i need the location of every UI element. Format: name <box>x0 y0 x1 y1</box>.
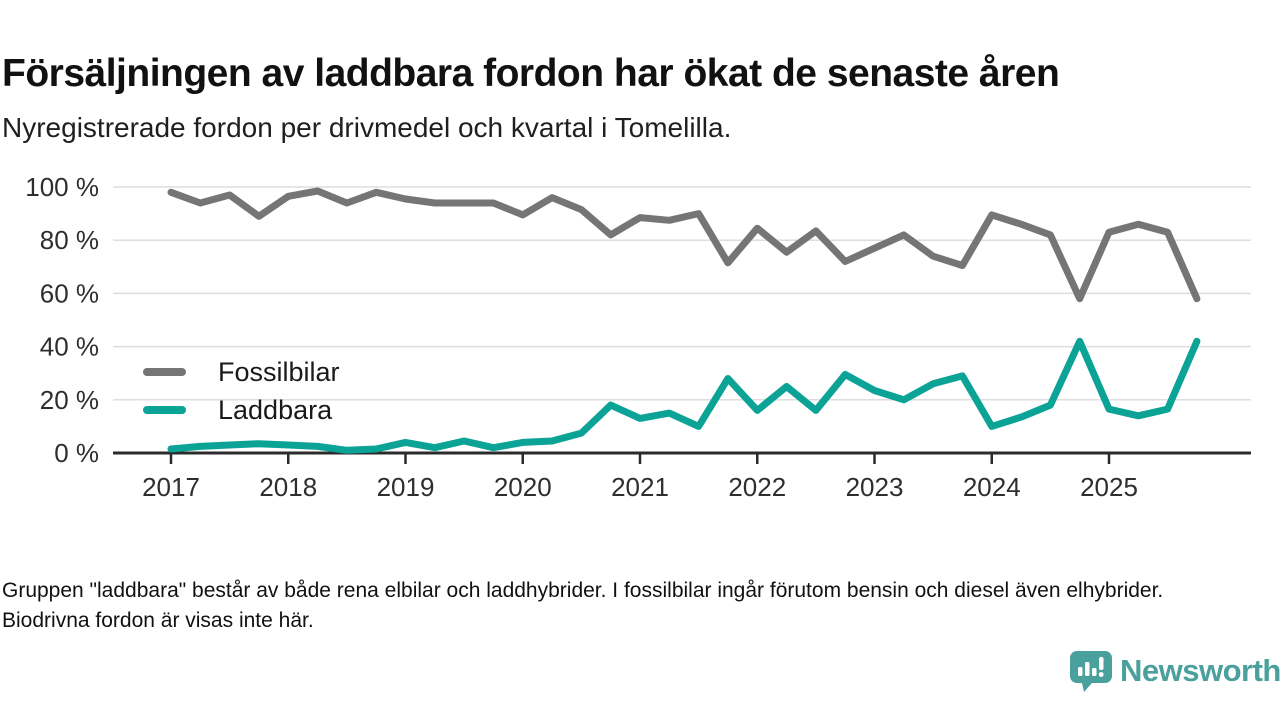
page-title: Försäljningen av laddbara fordon har öka… <box>2 52 1060 96</box>
y-tick-label: 20 % <box>40 385 99 415</box>
y-tick-label: 0 % <box>54 438 99 468</box>
newsworthy-logo-text: Newsworthy <box>1120 653 1280 688</box>
fossilbilar-line-swatch <box>143 368 186 376</box>
x-tick-label: 2023 <box>846 472 904 502</box>
series-line-fossilbilar <box>167 187 1201 303</box>
x-tick-label: 2025 <box>1080 472 1138 502</box>
y-tick-label: 100 % <box>25 172 99 202</box>
x-tick-label: 2021 <box>611 472 669 502</box>
chart-subtitle: Nyregistrerade fordon per drivmedel och … <box>2 112 732 143</box>
x-tick-label: 2019 <box>377 472 435 502</box>
x-tick-label: 2020 <box>494 472 552 502</box>
x-tick-label: 2017 <box>142 472 200 502</box>
y-tick-label: 80 % <box>40 225 99 255</box>
line-chart: 0 % 20 % 40 % 60 % 80 % 100 % 2017 2018 2019 2020… <box>25 172 1251 502</box>
legend-item-laddbara: Laddbara <box>143 394 340 425</box>
y-tick-label: 40 % <box>40 332 99 362</box>
legend-label: Fossilbilar <box>218 356 340 387</box>
x-tick-label: 2024 <box>963 472 1021 502</box>
newsworthy-speech-bubble-chart-icon <box>1070 651 1112 692</box>
x-tick-label: 2022 <box>728 472 786 502</box>
legend-label: Laddbara <box>218 394 333 425</box>
chart-legend: Fossilbilar Laddbara <box>143 356 340 425</box>
series-line-laddbara <box>167 337 1201 454</box>
x-tick-label: 2018 <box>259 472 317 502</box>
laddbara-line-swatch <box>143 406 186 414</box>
y-tick-label: 60 % <box>40 278 99 308</box>
chart-footnote: Gruppen "laddbara" består av både rena e… <box>2 579 1164 632</box>
legend-item-fossilbilar: Fossilbilar <box>143 356 340 387</box>
newsworthy-logo: Newsworthy <box>1068 647 1280 695</box>
